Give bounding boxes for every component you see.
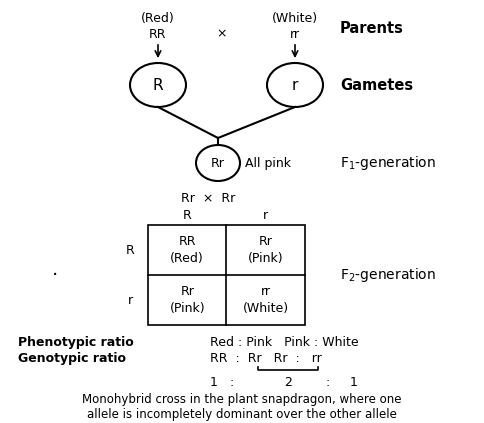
Text: All pink: All pink [244,157,290,170]
Text: :: : [229,376,234,388]
Text: R: R [152,77,163,93]
Text: RR  :  Rr   Rr  :   rr: RR : Rr Rr : rr [210,352,321,365]
Text: :: : [325,376,330,388]
Text: Rr  ×  Rr: Rr × Rr [181,192,235,204]
Text: r: r [263,209,268,222]
Text: r: r [127,294,132,307]
Text: ·: · [52,266,58,285]
Text: Rr
(Pink): Rr (Pink) [247,235,283,265]
Text: Genotypic ratio: Genotypic ratio [18,352,126,365]
Text: F$_2$-generation: F$_2$-generation [339,266,435,284]
Text: R: R [182,209,191,222]
Text: Parents: Parents [339,20,403,36]
Text: RR: RR [149,27,166,41]
Text: (White): (White) [272,11,318,25]
Text: Red : Pink   Pink : White: Red : Pink Pink : White [210,335,358,349]
Text: allele is incompletely dominant over the other allele: allele is incompletely dominant over the… [87,407,396,420]
Text: RR
(Red): RR (Red) [170,235,204,265]
Text: Phenotypic ratio: Phenotypic ratio [18,335,134,349]
Bar [148,225,304,325]
Text: 1: 1 [349,376,357,388]
Text: 1: 1 [210,376,217,388]
Text: (Red): (Red) [141,11,175,25]
Text: F$_1$-generation: F$_1$-generation [339,154,435,172]
Text: rr
(White): rr (White) [242,285,288,315]
Text: Rr
(Pink): Rr (Pink) [169,285,205,315]
Text: Rr: Rr [211,157,225,170]
Text: Gametes: Gametes [339,77,412,93]
Text: rr: rr [289,27,300,41]
Text: 2: 2 [284,376,291,388]
Text: ×: × [216,27,227,41]
Text: Monohybrid cross in the plant snapdragon, where one: Monohybrid cross in the plant snapdragon… [82,393,401,406]
Text: r: r [291,77,298,93]
Text: R: R [125,244,134,256]
